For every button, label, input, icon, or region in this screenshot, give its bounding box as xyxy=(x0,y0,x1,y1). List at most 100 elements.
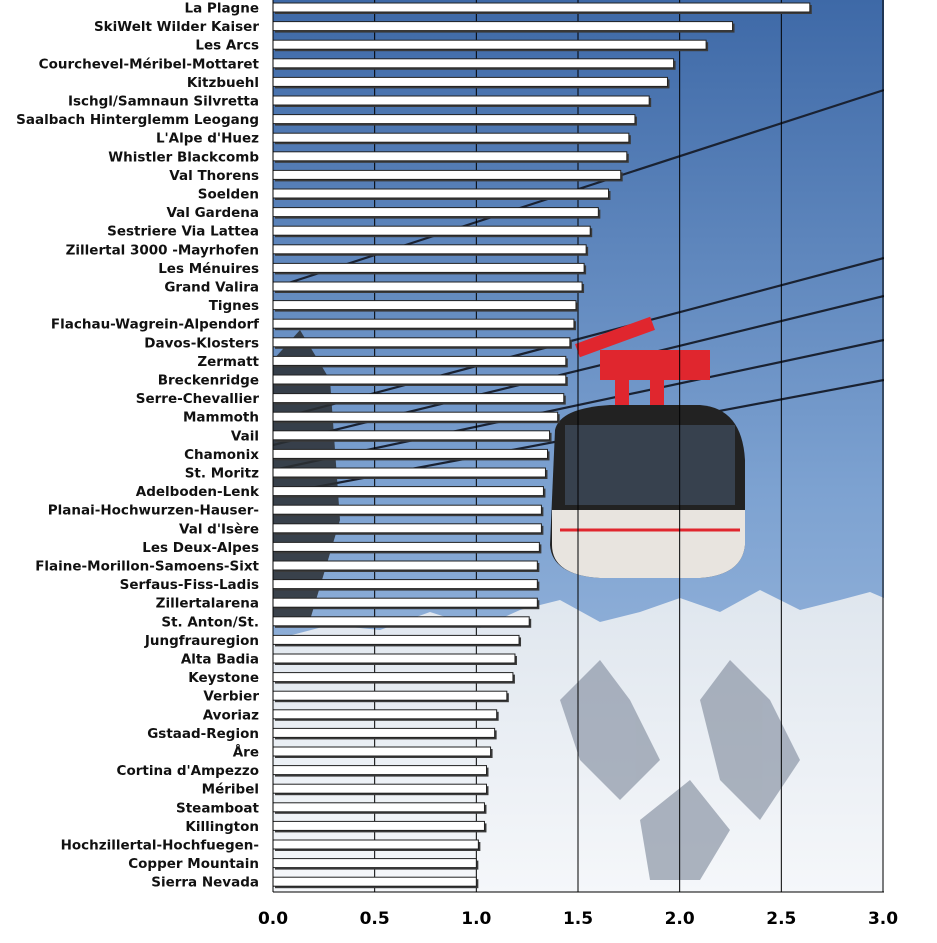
bar xyxy=(272,430,551,441)
category-label: St. Moritz xyxy=(185,466,259,482)
category-label: Åre xyxy=(233,744,259,761)
bar xyxy=(272,690,508,701)
category-label: Gstaad-Region xyxy=(147,726,259,742)
category-label: Breckenridge xyxy=(158,373,259,389)
category-label: Saalbach Hinterglemm Leogang xyxy=(16,112,259,128)
category-label: Val Gardena xyxy=(166,205,259,221)
category-label: Keystone xyxy=(188,670,259,686)
x-tick-label: 2.5 xyxy=(766,909,796,929)
category-label: Tignes xyxy=(209,298,259,314)
category-label: SkiWelt Wilder Kaiser xyxy=(94,19,259,35)
x-tick-label: 3.0 xyxy=(868,909,898,929)
bar xyxy=(272,262,585,273)
category-label: Sierra Nevada xyxy=(151,875,259,891)
category-label: Courchevel-Méribel-Mottaret xyxy=(39,56,260,72)
bar xyxy=(272,597,538,608)
category-label: Serfaus-Fiss-Ladis xyxy=(120,577,259,593)
category-label: Zillertalarena xyxy=(156,596,259,612)
bar xyxy=(272,746,492,757)
bar xyxy=(272,486,544,497)
bar xyxy=(272,21,734,32)
bar xyxy=(272,467,546,478)
category-label: Cortina d'Ampezzo xyxy=(117,763,259,779)
bar xyxy=(272,355,567,366)
bar xyxy=(272,783,487,794)
bar xyxy=(272,579,538,590)
category-label: Davos-Klosters xyxy=(144,335,259,351)
bar xyxy=(272,616,530,627)
bar xyxy=(272,523,542,534)
x-tick-label: 0.5 xyxy=(360,909,390,929)
bar xyxy=(272,672,514,683)
bar xyxy=(272,504,542,515)
bar xyxy=(272,114,636,125)
category-label: Steamboat xyxy=(176,800,260,816)
bar xyxy=(272,244,587,255)
bar xyxy=(272,225,591,236)
bar xyxy=(272,318,575,329)
category-label: Alta Badia xyxy=(181,652,259,668)
category-label: Zillertal 3000 -Mayrhofen xyxy=(66,242,259,258)
bar xyxy=(272,188,609,199)
bar xyxy=(272,95,650,106)
category-label: Planai-Hochwurzen-Hauser- xyxy=(48,503,259,519)
category-label: Soelden xyxy=(198,187,259,203)
bar xyxy=(272,2,811,13)
category-label: L'Alpe d'Huez xyxy=(156,131,259,147)
bar xyxy=(272,839,479,850)
bar xyxy=(272,132,630,143)
bar xyxy=(272,39,707,50)
bar xyxy=(272,802,485,813)
bar xyxy=(272,634,520,645)
bar xyxy=(272,300,577,311)
bar xyxy=(272,169,622,180)
gondola-graphic xyxy=(550,316,745,578)
category-labels: La Plagne SkiWelt Wilder Kaiser Les Arcs Co… xyxy=(16,1,260,891)
category-label: Whistler Blackcomb xyxy=(108,149,259,165)
category-label: Val Thorens xyxy=(169,168,259,184)
x-gridlines xyxy=(374,0,884,892)
category-label: Les Arcs xyxy=(195,38,259,54)
bar xyxy=(272,709,498,720)
category-label: Zermatt xyxy=(197,354,259,370)
category-label: Les Deux-Alpes xyxy=(142,540,259,556)
bar xyxy=(272,374,567,385)
category-label: Adelboden-Lenk xyxy=(136,484,260,500)
x-tick-label: 0.0 xyxy=(258,909,288,929)
category-label: Copper Mountain xyxy=(128,856,259,872)
category-label: St. Anton/St. xyxy=(161,614,259,630)
category-label: Flaine-Morillon-Samoens-Sixt xyxy=(35,559,259,575)
category-label: La Plagne xyxy=(185,1,259,17)
bar xyxy=(272,281,583,292)
category-label: Ischgl/Samnaun Silvretta xyxy=(68,94,259,110)
bar xyxy=(272,820,485,831)
category-label: Les Ménuires xyxy=(158,261,259,277)
bar xyxy=(272,727,496,738)
category-label: Sestriere Via Lattea xyxy=(107,224,259,240)
category-label: Avoriaz xyxy=(203,707,259,723)
category-label: Verbier xyxy=(203,689,259,705)
bar xyxy=(272,337,571,348)
bar xyxy=(272,58,675,69)
bar xyxy=(272,541,540,552)
category-label: Jungfrauregion xyxy=(144,633,259,649)
category-label: Flachau-Wagrein-Alpendorf xyxy=(51,317,259,333)
category-label: Kitzbuehl xyxy=(187,75,259,91)
bar xyxy=(272,151,628,162)
x-tick-label: 1.0 xyxy=(461,909,491,929)
bar xyxy=(272,653,516,664)
bar xyxy=(272,207,599,218)
category-label: Hochzillertal-Hochfuegen- xyxy=(61,838,259,854)
x-tick-label: 2.0 xyxy=(665,909,695,929)
bar xyxy=(272,858,477,869)
bar xyxy=(272,876,477,887)
x-tick-labels: 0.0 0.5 1.0 1.5 2.0 2.5 3.0 xyxy=(258,909,898,929)
x-tick-label: 1.5 xyxy=(563,909,593,929)
category-label: Killington xyxy=(185,819,259,835)
bar xyxy=(272,765,487,776)
category-label: Mammoth xyxy=(183,410,259,426)
bar xyxy=(272,560,538,571)
bar xyxy=(272,393,565,404)
bar xyxy=(272,448,548,459)
